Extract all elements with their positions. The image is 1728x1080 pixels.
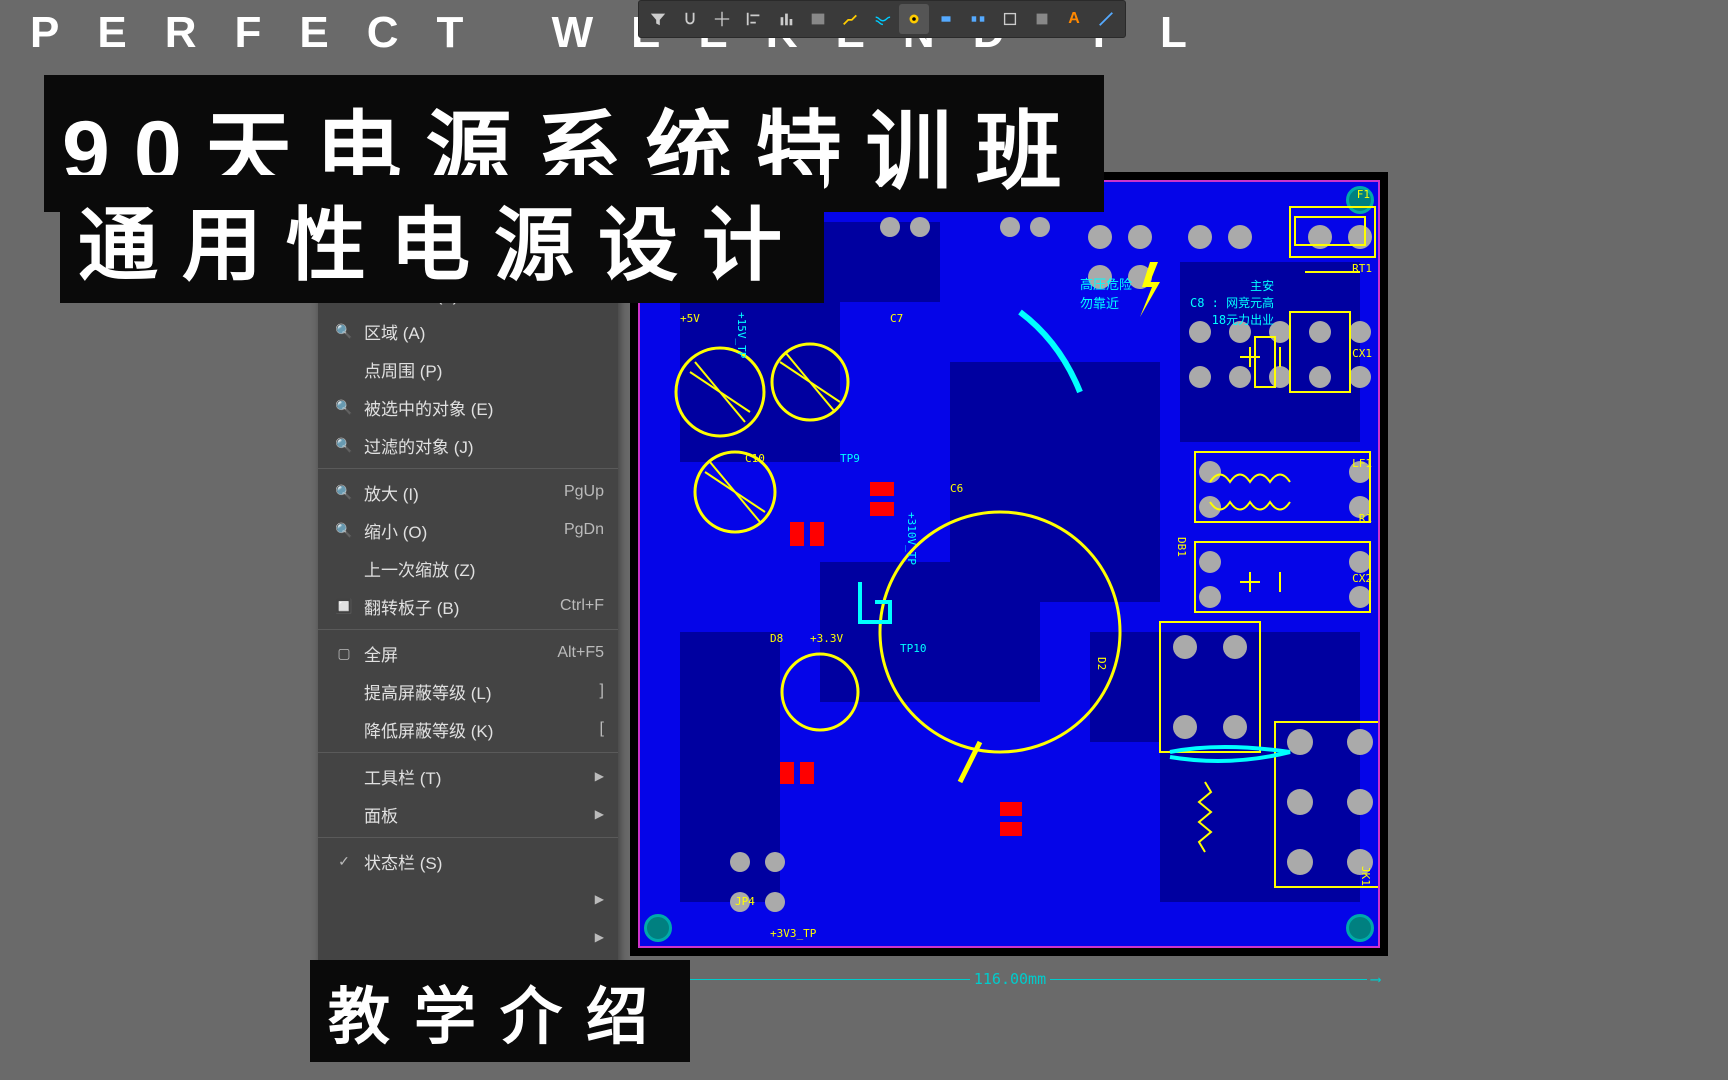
menu-separator: [318, 752, 618, 753]
menu-item-icon: ✓: [332, 853, 356, 870]
tool-filter[interactable]: [643, 4, 673, 34]
menu-separator: [318, 468, 618, 469]
menu-item[interactable]: 🔍 放大 (I)PgUp: [318, 473, 618, 511]
menu-item-label: 点周围 (P): [364, 357, 604, 382]
tool-pad[interactable]: [931, 4, 961, 34]
tool-poly[interactable]: [1027, 4, 1057, 34]
des-v3tp: +3V3_TP: [770, 927, 816, 940]
tool-align-left[interactable]: [739, 4, 769, 34]
menu-item[interactable]: 🔍 被选中的对象 (E): [318, 388, 618, 426]
menu-item-shortcut: PgUp: [564, 483, 604, 501]
menu-item-label: 被选中的对象 (E): [364, 395, 604, 420]
des-c10: C10: [745, 452, 765, 465]
tool-crosshair[interactable]: [707, 4, 737, 34]
des-tp10: TP10: [900, 642, 927, 655]
menu-item-label: 翻转板子 (B): [364, 594, 560, 619]
submenu-arrow-icon: ▶: [595, 930, 604, 944]
menu-item[interactable]: 上一次缩放 (Z): [318, 549, 618, 587]
des-d2: D2: [1095, 657, 1108, 670]
menu-item[interactable]: 🔍 缩小 (O)PgDn: [318, 511, 618, 549]
menu-item-shortcut: Alt+F5: [557, 644, 604, 662]
des-c6: C6: [950, 482, 963, 495]
overlay-title-3: 教学介绍: [310, 960, 690, 1062]
menu-item-icon: 🔍: [332, 323, 356, 340]
des-c7: C7: [890, 312, 903, 325]
menu-item-icon: 🔍: [332, 522, 356, 539]
tool-line[interactable]: [1091, 4, 1121, 34]
menu-item-label: 缩小 (O): [364, 518, 564, 543]
menu-item-icon: 🔲: [332, 598, 356, 615]
menu-item-label: 工具栏 (T): [364, 764, 595, 789]
pcb-toolbar: A: [638, 0, 1126, 38]
des-rt1: RT1: [1352, 262, 1372, 275]
menu-item-icon: 🔍: [332, 399, 356, 416]
menu-item-label: 放大 (I): [364, 480, 564, 505]
des-cx2: CX2: [1352, 572, 1372, 585]
des-lf1: LF1: [1352, 457, 1372, 470]
des-jp4: JP4: [735, 895, 755, 908]
submenu-arrow-icon: ▶: [595, 892, 604, 906]
menu-item[interactable]: 🔍 过滤的对象 (J): [318, 426, 618, 464]
menu-item[interactable]: ▶: [318, 918, 618, 956]
tool-smd[interactable]: [963, 4, 993, 34]
menu-separator: [318, 837, 618, 838]
dimension-line: ⟵ 116.00mm ⟶: [640, 970, 1380, 988]
des-v5: +5V: [680, 312, 700, 325]
des-jk1: JK1: [1359, 866, 1372, 886]
warn-text: 高压危险勿靠近: [1080, 274, 1132, 312]
menu-item[interactable]: 降低屏蔽等级 (K)[: [318, 710, 618, 748]
menu-item-label: 面板: [364, 802, 595, 827]
menu-item-label: 降低屏蔽等级 (K): [364, 717, 600, 742]
menu-item-icon: ▢: [332, 645, 356, 662]
des-r1: R1: [1359, 512, 1372, 525]
menu-item[interactable]: ✓ 状态栏 (S): [318, 842, 618, 880]
des-v33: +3.3V: [810, 632, 843, 645]
des-tp9: TP9: [840, 452, 860, 465]
menu-item[interactable]: 🔲 翻转板子 (B)Ctrl+F: [318, 587, 618, 625]
tool-fill[interactable]: [995, 4, 1025, 34]
menu-item[interactable]: 点周围 (P): [318, 350, 618, 388]
overlay-title-2: 通用性电源设计: [60, 175, 824, 303]
menu-item[interactable]: 工具栏 (T)▶: [318, 757, 618, 795]
brand-text: 主安C8 : 网竞元高18元力出业: [1190, 277, 1274, 328]
menu-item[interactable]: 🔍 区域 (A): [318, 312, 618, 350]
menu-item-shortcut: Ctrl+F: [560, 597, 604, 615]
des-v310tp: +310V_TP: [905, 512, 918, 565]
tool-route-diff[interactable]: [867, 4, 897, 34]
menu-item-icon: 🔍: [332, 484, 356, 501]
des-v15tp: +15V_TP: [735, 312, 748, 358]
menu-item-label: 区域 (A): [364, 319, 604, 344]
menu-item-label: 过滤的对象 (J): [364, 433, 604, 458]
menu-item[interactable]: 面板▶: [318, 795, 618, 833]
tool-align-bars[interactable]: [771, 4, 801, 34]
des-f1: F1: [1357, 188, 1370, 201]
menu-item-shortcut: [: [600, 720, 604, 738]
menu-item-shortcut: PgDn: [564, 521, 604, 539]
menu-item-shortcut: ]: [600, 682, 604, 700]
menu-item-label: 全屏: [364, 641, 557, 666]
menu-item-label: 提高屏蔽等级 (L): [364, 679, 600, 704]
tool-via[interactable]: [899, 4, 929, 34]
view-context-menu: 适合板子 (F)🔍区域 (A)点周围 (P)🔍被选中的对象 (E)🔍过滤的对象 …: [318, 270, 618, 998]
menu-item-icon: 🔍: [332, 437, 356, 454]
des-d8: D8: [770, 632, 783, 645]
tool-route[interactable]: [835, 4, 865, 34]
tool-text[interactable]: A: [1059, 4, 1089, 34]
menu-item[interactable]: 提高屏蔽等级 (L)]: [318, 672, 618, 710]
des-db1: DB1: [1175, 537, 1188, 557]
menu-item-label: 状态栏 (S): [364, 849, 604, 874]
menu-item[interactable]: ▢ 全屏Alt+F5: [318, 634, 618, 672]
submenu-arrow-icon: ▶: [595, 769, 604, 783]
des-cx1: CX1: [1352, 347, 1372, 360]
menu-item[interactable]: ▶: [318, 880, 618, 918]
submenu-arrow-icon: ▶: [595, 807, 604, 821]
dimension-value: 116.00mm: [974, 970, 1046, 988]
menu-item-label: 上一次缩放 (Z): [364, 556, 604, 581]
menu-separator: [318, 629, 618, 630]
tool-align-right[interactable]: [803, 4, 833, 34]
tool-snap[interactable]: [675, 4, 705, 34]
